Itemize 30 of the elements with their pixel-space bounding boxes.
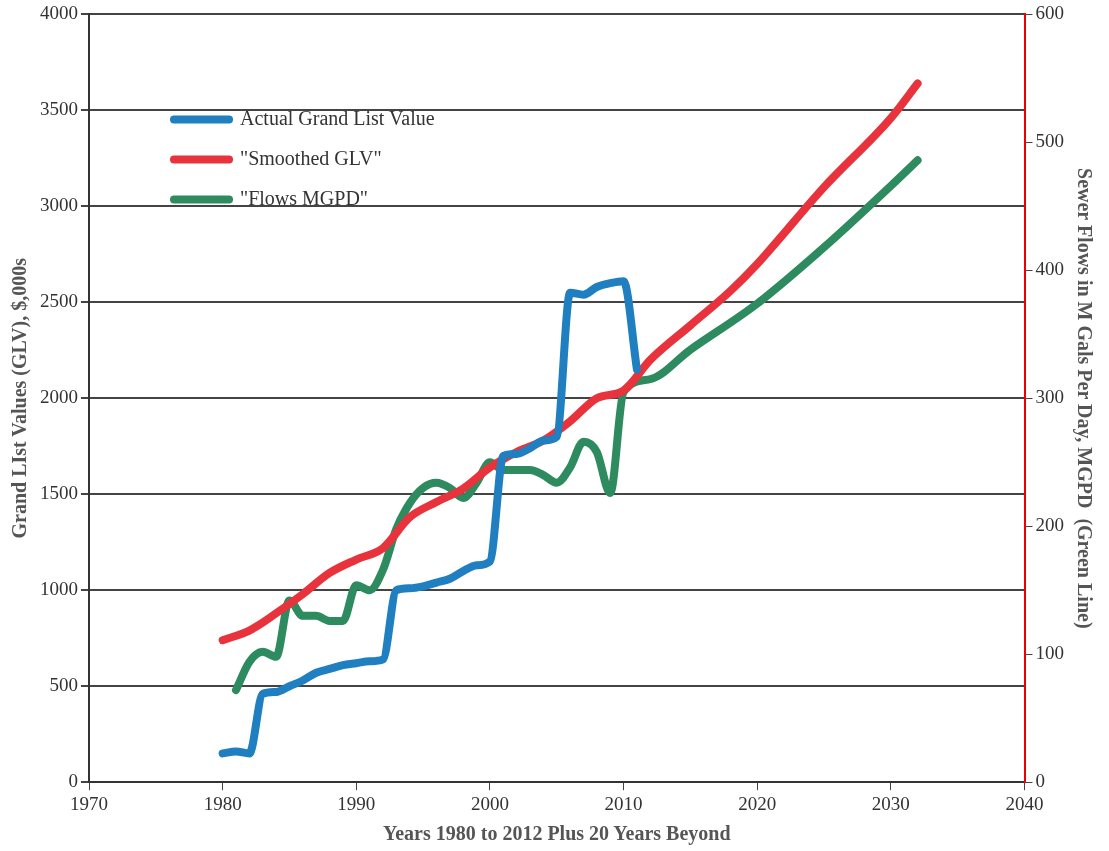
x-axis-title: Years 1980 to 2012 Plus 20 Years Beyond	[382, 822, 731, 846]
x-tick-label: 1980	[203, 792, 242, 814]
y2-tick-label: 600	[1035, 2, 1064, 24]
y-tick-label: 0	[68, 770, 78, 792]
x-tick-label: 2040	[1005, 792, 1044, 814]
y-tick-label: 1000	[40, 578, 78, 600]
y-tick-label: 3500	[40, 98, 78, 120]
y2-tick-label: 500	[1035, 130, 1064, 152]
x-tick-label: 2000	[470, 792, 509, 814]
y-tick-label: 1500	[40, 482, 78, 504]
x-tick-label: 2010	[604, 792, 643, 814]
legend-label: "Smoothed GLV"	[240, 146, 382, 169]
y-tick-label: 2000	[40, 386, 78, 408]
y2-tick-label: 400	[1035, 258, 1064, 280]
x-tick-label: 1970	[70, 792, 108, 814]
x-tick-label: 2020	[738, 792, 777, 814]
x-tick-label: 1990	[337, 792, 376, 814]
y2-tick-label: 200	[1035, 514, 1064, 536]
y-tick-label: 500	[49, 674, 78, 696]
y2-tick-label: 300	[1035, 386, 1064, 408]
y-axis-title: Grand LIst Values (GLV), $,000s	[8, 257, 32, 539]
y-tick-label: 4000	[40, 2, 78, 24]
x-tick-label: 2030	[871, 792, 910, 814]
y2-axis-title: Sewer Flows in M Gals Per Day, MGPD (Green Line)	[1072, 168, 1096, 629]
y-tick-label: 3000	[40, 194, 78, 216]
y-tick-label: 2500	[40, 290, 78, 312]
y2-tick-label: 100	[1035, 642, 1064, 664]
y2-tick-label: 0	[1035, 770, 1045, 792]
legend-label: "Flows MGPD"	[240, 186, 369, 209]
legend-label: Actual Grand List Value	[240, 106, 435, 129]
